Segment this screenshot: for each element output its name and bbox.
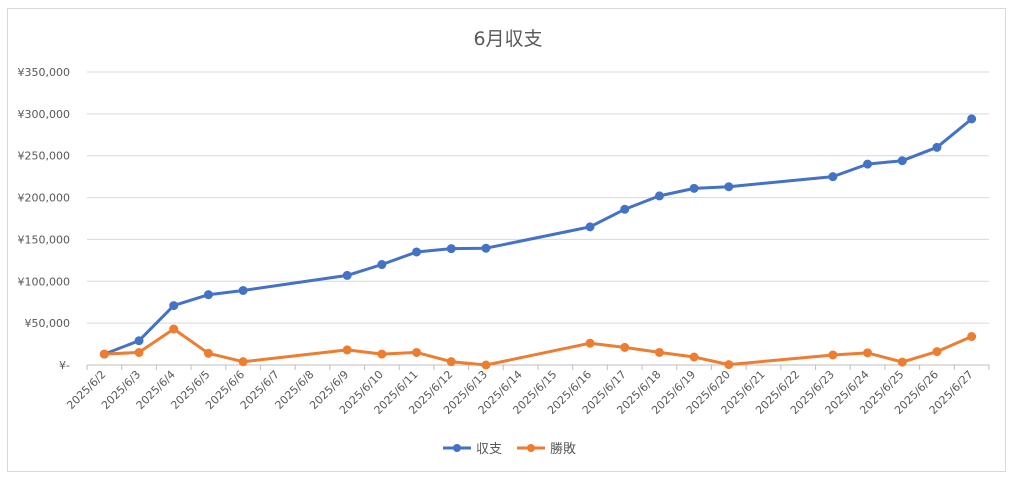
chart-title: 6月収支 <box>473 28 543 50</box>
y-tick-label: ¥350,000 <box>18 66 71 79</box>
data-point <box>238 357 248 367</box>
data-point <box>689 183 699 193</box>
data-point <box>377 349 387 359</box>
data-point <box>897 357 907 367</box>
data-point <box>828 350 838 360</box>
data-point <box>203 348 213 358</box>
y-tick-label: ¥- <box>59 359 70 372</box>
data-point <box>863 348 873 358</box>
y-tick-label: ¥250,000 <box>18 150 71 163</box>
data-point <box>967 332 977 342</box>
data-point <box>654 347 664 357</box>
data-point <box>689 352 699 362</box>
data-point <box>342 345 352 355</box>
y-tick-label: ¥150,000 <box>18 233 71 246</box>
data-point <box>620 204 630 214</box>
series-line-2 <box>102 327 974 367</box>
data-point <box>932 347 942 357</box>
data-point <box>828 172 838 182</box>
data-point <box>169 301 179 311</box>
data-point <box>585 222 595 232</box>
data-point <box>99 349 109 359</box>
data-point <box>967 114 977 124</box>
data-point <box>134 336 144 346</box>
data-point <box>863 159 873 169</box>
y-tick-label: ¥200,000 <box>18 192 71 205</box>
legend-label: 収支 <box>476 442 502 457</box>
legend-marker <box>453 444 461 452</box>
data-point <box>377 260 387 270</box>
y-tick-label: ¥50,000 <box>25 317 71 330</box>
data-point <box>620 342 630 352</box>
data-point <box>585 338 595 348</box>
data-point <box>238 285 248 295</box>
y-tick-label: ¥100,000 <box>18 275 71 288</box>
data-point <box>724 360 734 370</box>
y-tick-label: ¥300,000 <box>18 108 71 121</box>
data-point <box>412 247 422 257</box>
data-point <box>481 243 491 253</box>
data-point <box>932 142 942 152</box>
legend-label: 勝敗 <box>550 442 576 457</box>
data-point <box>134 347 144 357</box>
data-point <box>446 244 456 254</box>
data-point <box>342 270 352 280</box>
chart-frame <box>7 8 1006 472</box>
data-point <box>654 191 664 201</box>
data-point <box>446 357 456 367</box>
series-line-1 <box>102 117 974 356</box>
data-point <box>481 360 491 370</box>
legend-marker <box>527 444 535 452</box>
data-point <box>203 290 213 300</box>
data-point <box>412 347 422 357</box>
data-point <box>897 156 907 166</box>
data-point <box>169 324 179 334</box>
data-point <box>724 182 734 192</box>
